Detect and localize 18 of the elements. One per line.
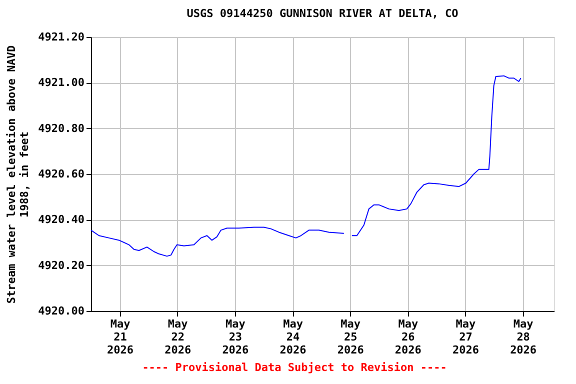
x-tick-label: May 26 2026 [394,318,422,356]
y-tick-label: 4920.20 [38,258,84,272]
x-tick-label: May 22 2026 [164,318,192,356]
x-tick-label: May 24 2026 [280,318,307,356]
y-tick-label: 4920.80 [38,122,84,135]
x-tick-label: May 28 2026 [510,318,537,356]
chart-title: USGS 09144250 GUNNISON RIVER AT DELTA, CO [186,7,459,20]
y-axis-title: Stream water level elevation above NAVD 1988, in feet [5,44,32,304]
y-tick-label: 4921.00 [38,76,84,90]
x-tick-label: May 25 2026 [337,318,364,356]
y-tick-label: 4921.20 [38,30,84,44]
text: ---- Provisional Data Subject to Revision ---- [142,361,447,374]
y-tick-label: 4920.60 [38,168,84,180]
x-tick-label: May 21 2026 [107,318,134,356]
y-tick-label: 4920.40 [38,213,84,226]
x-tick-label: May 23 2026 [222,318,250,356]
x-tick-label: May 27 2026 [452,318,480,356]
y-tick-label: 4920.00 [38,304,84,318]
